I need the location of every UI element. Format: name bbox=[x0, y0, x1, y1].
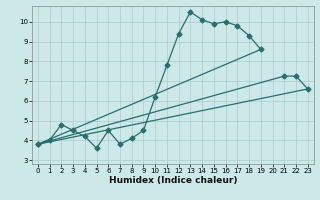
X-axis label: Humidex (Indice chaleur): Humidex (Indice chaleur) bbox=[108, 176, 237, 185]
